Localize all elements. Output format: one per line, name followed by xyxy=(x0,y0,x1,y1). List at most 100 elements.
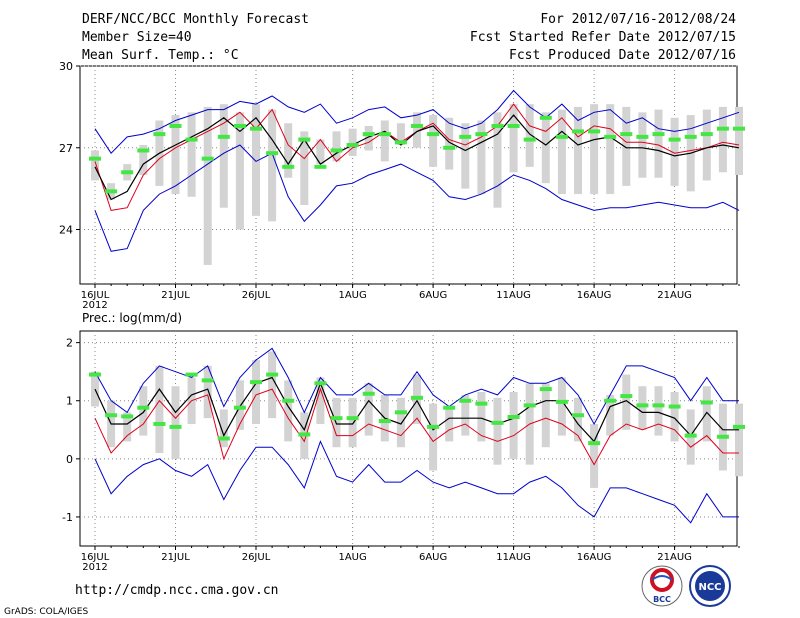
spread-bar xyxy=(718,106,727,173)
obs-mark xyxy=(716,126,729,131)
obs-mark xyxy=(250,380,262,385)
spread-bar xyxy=(316,377,325,424)
y-tick-label: 2 xyxy=(66,337,73,350)
spread-bar xyxy=(171,386,180,459)
x-tick-label: 21AUG xyxy=(657,290,692,301)
obs-mark xyxy=(588,129,601,134)
bcc-logo: BCC xyxy=(641,565,683,607)
x-tick-label: 16AUG xyxy=(577,552,612,563)
obs-mark xyxy=(668,404,681,409)
spread-bar xyxy=(348,397,357,448)
obs-mark xyxy=(523,137,536,142)
obs-mark xyxy=(620,132,633,137)
obs-mark xyxy=(491,420,504,425)
spread-bar xyxy=(702,386,711,442)
obs-mark xyxy=(684,433,697,438)
x-tick-label: 11AUG xyxy=(496,552,531,563)
spread-bar xyxy=(574,106,582,195)
spread-bar xyxy=(364,125,373,151)
obs-mark xyxy=(266,151,279,156)
obs-mark xyxy=(523,403,536,408)
obs-mark xyxy=(700,132,713,137)
spread-bar xyxy=(735,106,743,175)
spread-bar xyxy=(348,128,357,156)
obs-mark xyxy=(89,156,101,161)
x-tick-sublabel: 2012 xyxy=(82,562,107,573)
spread-bar xyxy=(477,392,486,442)
obs-mark xyxy=(620,394,633,399)
series-mean-line xyxy=(94,114,740,201)
spread-bar xyxy=(670,117,679,186)
spread-bar xyxy=(139,145,148,175)
spread-bar xyxy=(284,123,293,178)
y-tick-label: 24 xyxy=(59,224,73,237)
obs-mark xyxy=(282,398,295,403)
spread-bar xyxy=(541,383,550,448)
x-tick-label: 16JUL xyxy=(81,552,110,563)
obs-mark xyxy=(733,126,745,131)
obs-mark xyxy=(266,372,279,377)
obs-mark xyxy=(250,126,262,131)
series-min-line xyxy=(94,440,739,524)
spread-bar xyxy=(300,131,309,205)
obs-mark xyxy=(137,405,150,410)
obs-mark xyxy=(394,140,407,145)
y-tick-label: 30 xyxy=(59,60,73,73)
spread-bar xyxy=(284,380,293,442)
obs-mark xyxy=(555,399,568,404)
website-url: http://cmdp.ncc.cma.gov.cn xyxy=(75,583,279,598)
spread-bar xyxy=(203,106,212,265)
spread-bar xyxy=(477,120,486,195)
spread-bar xyxy=(493,112,502,208)
spread-bar xyxy=(155,365,164,454)
obs-mark xyxy=(604,134,617,139)
obs-mark xyxy=(733,424,745,429)
spread-bar xyxy=(235,112,244,230)
obs-mark xyxy=(233,405,246,410)
y-tick-label: -1 xyxy=(62,511,73,524)
spread-bar xyxy=(364,383,373,436)
spread-bar xyxy=(139,386,148,436)
series-upper-line xyxy=(94,387,739,466)
bcc-logo-text: BCC xyxy=(653,595,671,604)
obs-mark xyxy=(636,134,649,139)
x-tick-label: 26JUL xyxy=(242,290,271,301)
spread-bar xyxy=(187,112,196,197)
spread-bar xyxy=(332,131,341,162)
spread-bar xyxy=(252,104,260,216)
series-max-line xyxy=(94,347,739,426)
ncc-logo: NCC xyxy=(689,565,731,607)
obs-mark xyxy=(443,145,456,150)
obs-mark xyxy=(153,421,166,426)
obs-mark xyxy=(491,123,504,128)
spread-bar xyxy=(445,117,454,170)
obs-mark xyxy=(588,441,601,446)
obs-mark xyxy=(378,132,391,137)
obs-mark xyxy=(378,419,391,424)
spread-bar xyxy=(702,109,711,181)
obs-mark xyxy=(298,137,311,142)
obs-mark xyxy=(362,391,375,396)
obs-mark xyxy=(153,132,166,137)
x-tick-label: 6AUG xyxy=(419,290,447,301)
x-tick-label: 21AUG xyxy=(657,552,692,563)
spread-bar xyxy=(219,409,228,448)
obs-mark xyxy=(121,414,134,419)
obs-mark xyxy=(716,434,729,439)
obs-mark xyxy=(443,405,456,410)
obs-mark xyxy=(427,132,440,137)
spread-bar xyxy=(316,139,325,165)
spread-bar xyxy=(622,374,631,430)
spread-bar xyxy=(268,109,277,222)
prec-panel-label: Prec.: log(mm/d) xyxy=(82,311,182,325)
spread-bar xyxy=(509,104,518,173)
x-tick-label: 21JUL xyxy=(161,552,190,563)
obs-mark xyxy=(169,123,182,128)
spread-bar xyxy=(429,403,438,471)
obs-mark xyxy=(539,115,552,120)
member-size: Member Size=40 xyxy=(82,30,192,45)
spread-bar xyxy=(541,112,550,184)
fcst-produced-date: Fcst Produced Date 2012/07/16 xyxy=(509,48,736,63)
